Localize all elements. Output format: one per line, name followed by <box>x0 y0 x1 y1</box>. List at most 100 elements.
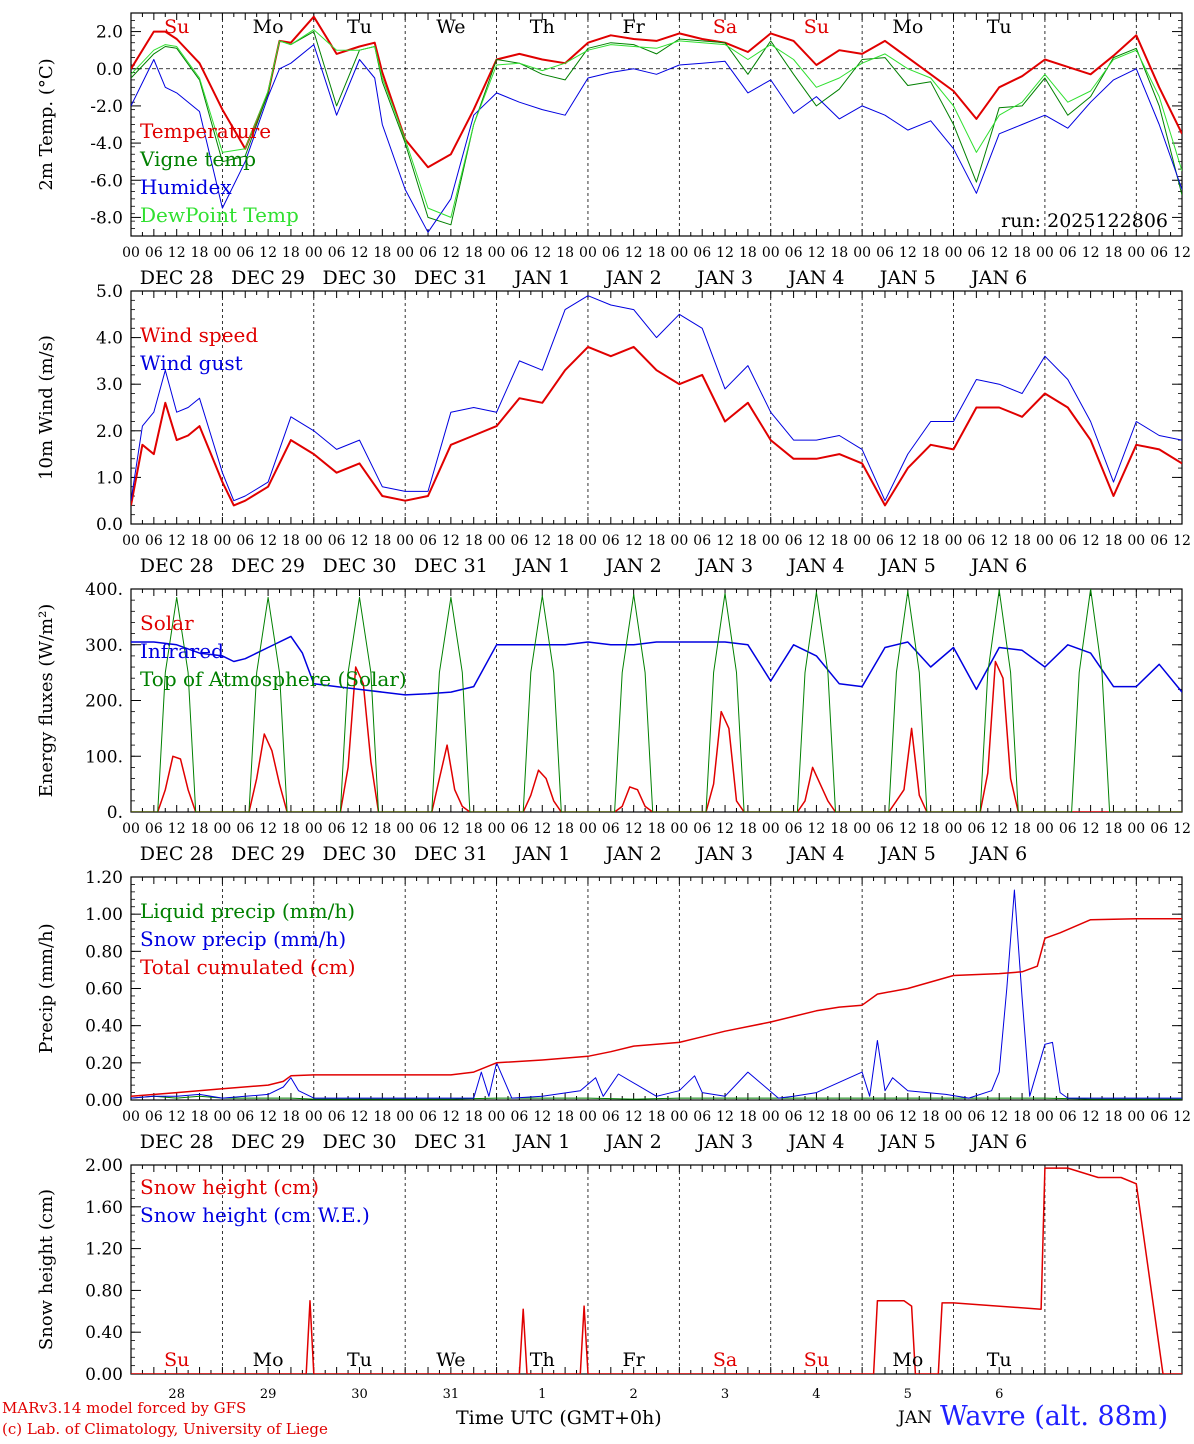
model-credit: MARv3.14 model forced by GFS <box>2 1399 247 1417</box>
day-label: DEC 29 <box>231 843 305 865</box>
hour-label: 18 <box>556 245 574 261</box>
hour-label: 12 <box>990 533 1008 549</box>
hour-label: 00 <box>1127 245 1145 261</box>
day-label: JAN 6 <box>969 555 1027 577</box>
weekday-label: Fr <box>623 1349 646 1371</box>
y-tick-label: -8.0 <box>90 208 123 228</box>
hour-label: 06 <box>693 245 711 261</box>
hour-label: 18 <box>556 533 574 549</box>
hour-label: 00 <box>670 1109 688 1125</box>
series-solar <box>131 660 1182 812</box>
y-tick-label: 0.60 <box>85 980 123 1000</box>
hour-label: 06 <box>145 1109 163 1125</box>
day-label: DEC 31 <box>414 267 488 289</box>
series-infrared <box>131 635 1182 696</box>
hour-label: 12 <box>168 533 186 549</box>
hour-label: 06 <box>419 533 437 549</box>
hour-label: 06 <box>1150 245 1168 261</box>
day-label: DEC 29 <box>231 1131 305 1153</box>
y-tick-label: 0.00 <box>85 1091 123 1111</box>
hour-label: 12 <box>1173 245 1191 261</box>
weekday-label: Mo <box>892 16 923 38</box>
legend-entry: Temperature <box>140 119 271 143</box>
run-label: run: 2025122806 <box>1001 210 1168 232</box>
hour-label: 12 <box>1173 821 1191 837</box>
hour-label: 00 <box>853 245 871 261</box>
hour-label: 00 <box>945 533 963 549</box>
weekday-label: Fr <box>623 16 646 38</box>
hour-label: 00 <box>579 245 597 261</box>
y-tick-label: 0.40 <box>85 1323 123 1343</box>
weekday-label: Sa <box>713 1349 737 1371</box>
hour-label: 12 <box>808 821 826 837</box>
hour-label: 12 <box>533 533 551 549</box>
hour-label: 12 <box>259 1109 277 1125</box>
y-tick-label: 1.60 <box>85 1198 123 1218</box>
hour-label: 18 <box>648 245 666 261</box>
weekday-label: Mo <box>892 1349 923 1371</box>
day-label: JAN 6 <box>969 843 1027 865</box>
hour-label: 12 <box>899 245 917 261</box>
y-tick-label: 1.0 <box>96 468 123 488</box>
weekday-label: Su <box>164 1349 189 1371</box>
hour-label: 06 <box>236 533 254 549</box>
weekday-label: Mo <box>253 16 284 38</box>
panel-2-frame <box>130 290 1183 525</box>
hour-label: 12 <box>442 245 460 261</box>
hour-label: 12 <box>1082 245 1100 261</box>
day-label: DEC 31 <box>414 843 488 865</box>
weekday-label: Su <box>164 16 189 38</box>
legend-entry: Liquid precip (mm/h) <box>140 899 355 923</box>
hour-label: 06 <box>510 1109 528 1125</box>
hour-label: 06 <box>785 533 803 549</box>
hour-label: 00 <box>762 245 780 261</box>
day-label: JAN 1 <box>512 1131 570 1153</box>
hour-label: 18 <box>739 245 757 261</box>
hour-label: 18 <box>830 245 848 261</box>
hour-label: 12 <box>990 1109 1008 1125</box>
day-number-label: 6 <box>995 1387 1003 1402</box>
series-temperature <box>131 15 1182 169</box>
legend-entry: Humidex <box>140 175 232 199</box>
day-label: JAN 2 <box>604 555 662 577</box>
legend-entry: Solar <box>140 611 194 635</box>
hour-label: 12 <box>351 1109 369 1125</box>
series-humidex <box>131 44 1182 233</box>
day-label: JAN 1 <box>512 843 570 865</box>
hour-label: 12 <box>442 821 460 837</box>
hour-label: 06 <box>145 245 163 261</box>
y-tick-label: -6.0 <box>90 171 123 191</box>
hour-label: 06 <box>967 245 985 261</box>
y-tick-label: 1.20 <box>85 868 123 888</box>
hour-label: 12 <box>168 245 186 261</box>
hour-label: 00 <box>670 245 688 261</box>
hour-label: 18 <box>191 245 209 261</box>
hour-label: 12 <box>990 821 1008 837</box>
hour-label: 18 <box>282 533 300 549</box>
hour-label: 06 <box>693 1109 711 1125</box>
series-top-of-atmosphere-solar- <box>131 589 1182 812</box>
hour-label: 12 <box>990 245 1008 261</box>
hour-label: 00 <box>762 821 780 837</box>
hour-label: 00 <box>762 533 780 549</box>
weekday-label: Tu <box>347 16 372 38</box>
hour-label: 00 <box>396 821 414 837</box>
hour-label: 00 <box>853 821 871 837</box>
y-tick-label: 0.80 <box>85 942 123 962</box>
y-tick-label: 1.20 <box>85 1240 123 1260</box>
hour-label: 18 <box>465 1109 483 1125</box>
hour-label: 00 <box>670 533 688 549</box>
y-tick-label: 2.0 <box>96 422 123 442</box>
hour-label: 06 <box>510 821 528 837</box>
hour-label: 00 <box>579 1109 597 1125</box>
legend-entry: Total cumulated (cm) <box>140 955 356 979</box>
hour-label: 18 <box>191 533 209 549</box>
hour-label: 06 <box>1150 533 1168 549</box>
hour-label: 12 <box>351 245 369 261</box>
hour-label: 00 <box>213 245 231 261</box>
time-axis-title: Time UTC (GMT+0h) <box>456 1407 662 1429</box>
day-number-label: 31 <box>443 1387 460 1402</box>
hour-label: 06 <box>602 821 620 837</box>
hour-label: 00 <box>305 245 323 261</box>
hour-label: 00 <box>945 821 963 837</box>
